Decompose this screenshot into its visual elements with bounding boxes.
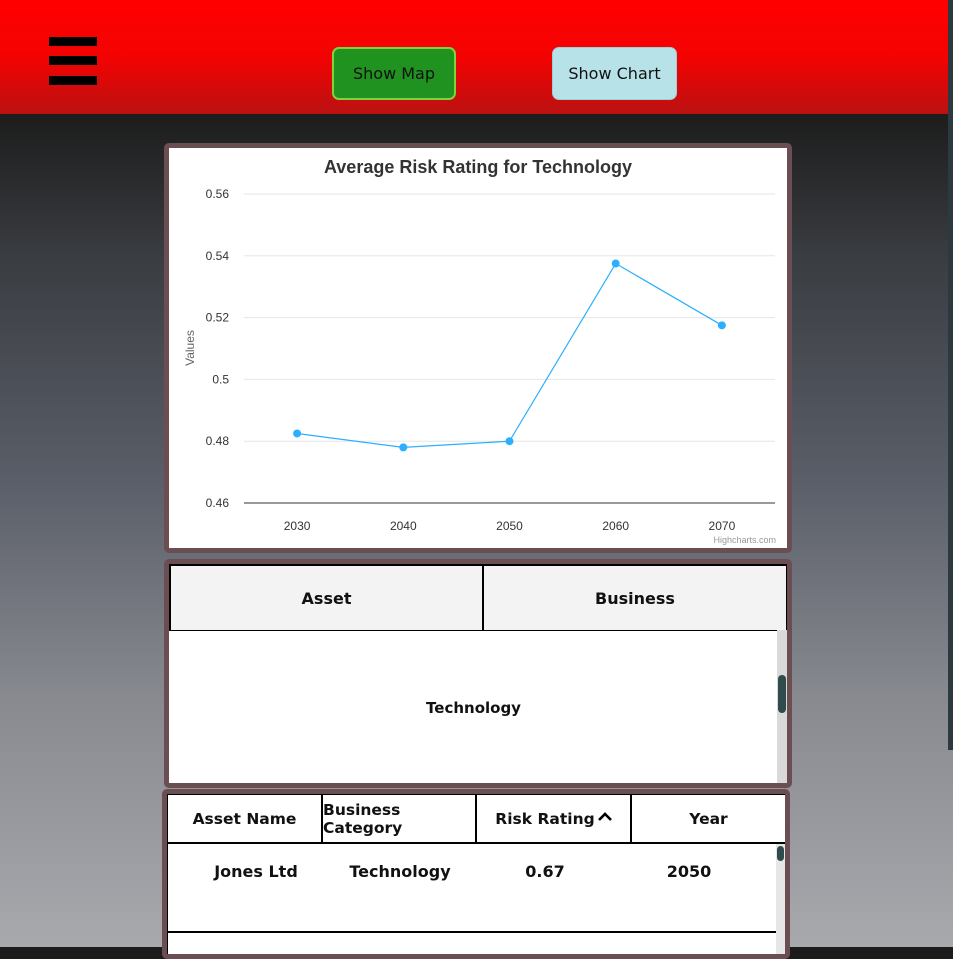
chart-panel: Average Risk Rating for Technology 0.46 0.… <box>164 143 792 553</box>
y-tick-label: 0.56 <box>206 187 230 201</box>
business-category-cell: Technology <box>349 862 451 881</box>
y-axis-title: Values <box>183 330 197 366</box>
year-column-header[interactable]: Year <box>631 794 785 844</box>
table-row[interactable]: Jones Ltd Technology 0.67 2050 <box>168 844 776 933</box>
show-map-button[interactable]: Show Map <box>332 47 456 100</box>
page-scrollbar[interactable] <box>948 0 953 750</box>
risk-rating-cell: 0.67 <box>525 862 565 881</box>
highcharts-credit: Highcharts.com <box>713 535 776 545</box>
data-point <box>293 429 302 438</box>
y-tick-label: 0.5 <box>212 372 229 386</box>
x-tick-label: 2070 <box>709 519 736 533</box>
data-point <box>611 259 620 268</box>
risk-rating-label: Risk Rating <box>495 809 595 828</box>
assets-scroll-thumb[interactable] <box>777 846 784 861</box>
business-row-technology[interactable]: Technology <box>169 630 778 783</box>
business-cell: Technology <box>426 698 521 717</box>
business-scroll-thumb[interactable] <box>778 675 786 713</box>
asset-name-column-header[interactable]: Asset Name <box>167 794 322 844</box>
y-tick-label: 0.46 <box>206 496 230 510</box>
y-tick-label: 0.54 <box>206 249 230 263</box>
assets-table-scrollbar[interactable] <box>776 844 785 954</box>
top-bar: Show Map Show Chart <box>0 0 953 114</box>
data-point <box>399 443 408 452</box>
assets-table-panel: Asset Name Business Category Risk Rating… <box>162 789 790 959</box>
risk-line-chart: Average Risk Rating for Technology 0.46 0.… <box>183 157 776 545</box>
x-tick-label: 2040 <box>390 519 417 533</box>
show-chart-button[interactable]: Show Chart <box>552 47 677 100</box>
business-column-header[interactable]: Business <box>483 564 787 630</box>
business-table-panel: Asset Business Technology <box>164 559 792 788</box>
chart-title: Average Risk Rating for Technology <box>324 157 632 177</box>
business-table-scrollbar[interactable] <box>777 630 787 783</box>
year-cell: 2050 <box>666 862 712 881</box>
business-category-column-header[interactable]: Business Category <box>322 794 476 844</box>
x-tick-label: 2060 <box>602 519 629 533</box>
x-tick-label: 2050 <box>496 519 523 533</box>
data-point <box>717 321 726 330</box>
asset-column-header[interactable]: Asset <box>169 564 483 630</box>
hamburger-menu-icon[interactable] <box>49 37 97 85</box>
y-tick-label: 0.48 <box>206 434 230 448</box>
assets-table-header: Asset Name Business Category Risk Rating… <box>167 794 785 844</box>
caret-up-icon[interactable] <box>597 811 612 826</box>
risk-rating-column-header[interactable]: Risk Rating <box>476 794 631 844</box>
series-line <box>297 262 723 448</box>
business-table-header: Asset Business <box>169 564 787 631</box>
assets-table-body: Jones Ltd Technology 0.67 2050 <box>167 844 777 954</box>
data-point <box>505 437 514 446</box>
asset-name-cell: Jones Ltd <box>214 862 298 881</box>
x-tick-label: 2030 <box>284 519 311 533</box>
y-tick-label: 0.52 <box>206 311 230 325</box>
